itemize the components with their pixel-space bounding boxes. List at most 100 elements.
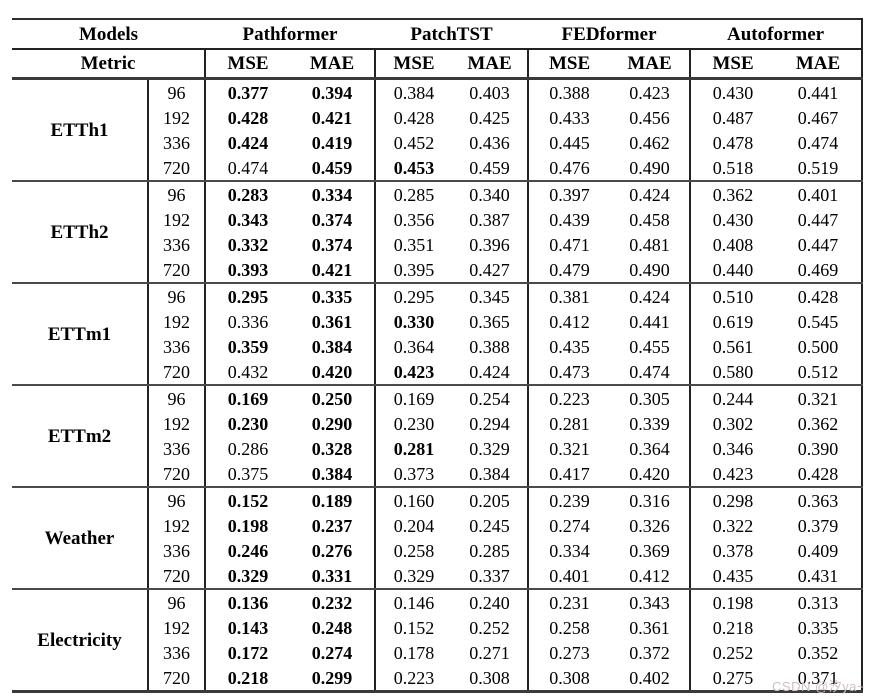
value-cell: 0.458 [629, 209, 670, 230]
value-cell: 0.313 [775, 589, 864, 615]
value-cell: 0.223 [527, 385, 611, 411]
value-cell: 0.619 [689, 309, 776, 334]
value-cell: 0.334 [527, 538, 611, 563]
header-metric-row: Metric MSE MAE MSE MAE MSE MAE MSE MAE [12, 49, 864, 80]
value-cell: 0.424 [452, 359, 529, 386]
value-cell: 0.244 [689, 385, 776, 411]
value-cell: 0.455 [629, 336, 670, 357]
value-cell: 0.365 [469, 311, 510, 332]
horizon-cell: 96 [146, 78, 206, 105]
value-cell: 0.362 [689, 181, 776, 207]
value-cell: 0.462 [629, 132, 670, 153]
table-row: ETTm1 96 0.295 0.335 0.295 0.345 0.381 0.424 0.5… [12, 283, 864, 386]
value-cell: 0.397 [527, 181, 611, 207]
value-cell: 0.239 [527, 487, 611, 513]
value-cell: 0.384 [311, 336, 353, 357]
value-cell: 0.490 [610, 155, 691, 182]
value-cell: 0.298 [689, 487, 776, 513]
metric-column-mse: MSE [527, 49, 611, 80]
model-column-pathformer: Pathformer [205, 19, 376, 50]
value-cell: 0.329 [469, 438, 510, 459]
horizon-cell: 720 [146, 665, 206, 693]
value-cell: 0.519 [775, 155, 864, 182]
metric-column-mae: MAE [610, 49, 691, 80]
metric-column-mae: MAE [775, 49, 864, 80]
value-cell: 0.332 [204, 232, 291, 257]
value-cell: 0.424 [629, 286, 670, 307]
value-cell: 0.421 [290, 257, 376, 284]
value-cell: 0.518 [689, 155, 776, 182]
value-cell: 0.381 [527, 283, 611, 309]
value-cell: 0.369 [629, 540, 670, 561]
value-cell: 0.424 [629, 184, 670, 205]
metric-column-mse: MSE [374, 49, 453, 80]
value-cell: 0.335 [775, 615, 864, 640]
table-row: 336 0.332 0.374 0.351 0.396 0.471 0.481 0.408 0.… [12, 232, 864, 257]
value-cell: 0.435 [689, 563, 776, 590]
value-cell: 0.295 [374, 283, 453, 309]
value-cell: 0.393 [204, 257, 291, 284]
value-cell: 0.487 [689, 105, 776, 130]
benchmark-results-table: Models Pathformer PatchTST FEDformer Autofo… [12, 18, 864, 693]
table-row: 720 0.218 0.299 0.223 0.308 0.308 0.402 0.275 0.… [12, 665, 864, 693]
value-cell: 0.232 [311, 592, 353, 613]
value-cell: 0.447 [775, 207, 864, 232]
value-cell: 0.252 [689, 640, 776, 665]
value-cell: 0.379 [775, 513, 864, 538]
value-cell: 0.459 [290, 155, 376, 182]
value-cell: 0.352 [775, 640, 864, 665]
value-cell: 0.476 [527, 155, 611, 182]
value-cell: 0.435 [527, 334, 611, 359]
value-cell: 0.326 [629, 515, 670, 536]
value-cell: 0.430 [689, 78, 776, 105]
value-cell: 0.248 [311, 617, 353, 638]
value-cell: 0.321 [775, 385, 864, 411]
value-cell: 0.308 [527, 665, 611, 693]
value-cell: 0.335 [311, 286, 353, 307]
value-cell: 0.361 [629, 617, 670, 638]
value-cell: 0.198 [689, 589, 776, 615]
value-cell: 0.328 [311, 438, 353, 459]
models-header-label: Models [12, 19, 206, 50]
value-cell: 0.356 [374, 207, 453, 232]
value-cell: 0.294 [469, 413, 510, 434]
value-cell: 0.428 [775, 283, 864, 309]
table-row: 720 0.432 0.420 0.423 0.424 0.473 0.474 0.580 0.… [12, 359, 864, 386]
value-cell: 0.351 [374, 232, 453, 257]
value-cell: 0.424 [204, 130, 291, 155]
model-column-autoformer: Autoformer [690, 19, 864, 50]
horizon-cell: 336 [146, 640, 206, 665]
table-row: ETTh1 96 0.377 0.394 0.384 0.403 0.388 0.423 0.4… [12, 78, 864, 182]
table-row: 336 0.246 0.276 0.258 0.285 0.334 0.369 0.378 0.… [12, 538, 864, 563]
value-cell: 0.479 [527, 257, 611, 284]
value-cell: 0.274 [311, 642, 353, 663]
value-cell: 0.452 [374, 130, 453, 155]
table-row: ETTh2 96 0.283 0.334 0.285 0.340 0.397 0.424 0.3… [12, 181, 864, 284]
model-column-patchtst: PatchTST [375, 19, 529, 50]
value-cell: 0.337 [452, 563, 529, 590]
value-cell: 0.481 [629, 234, 670, 255]
horizon-cell: 192 [146, 411, 206, 436]
value-cell: 0.377 [204, 78, 291, 105]
table-row: 192 0.428 0.421 0.428 0.425 0.433 0.456 0.487 0.… [12, 105, 864, 130]
value-cell: 0.143 [204, 615, 291, 640]
value-cell: 0.394 [311, 82, 353, 103]
value-cell: 0.223 [374, 665, 453, 693]
value-cell: 0.384 [290, 461, 376, 488]
value-cell: 0.420 [290, 359, 376, 386]
value-cell: 0.330 [374, 309, 453, 334]
horizon-cell: 96 [146, 385, 206, 411]
value-cell: 0.371 [775, 665, 864, 693]
value-cell: 0.322 [689, 513, 776, 538]
value-cell: 0.273 [527, 640, 611, 665]
value-cell: 0.308 [452, 665, 529, 693]
value-cell: 0.423 [374, 359, 453, 386]
value-cell: 0.334 [311, 184, 353, 205]
metric-column-mae: MAE [452, 49, 529, 80]
value-cell: 0.362 [775, 411, 864, 436]
value-cell: 0.427 [452, 257, 529, 284]
value-cell: 0.432 [204, 359, 291, 386]
value-cell: 0.375 [204, 461, 291, 488]
horizon-cell: 336 [146, 130, 206, 155]
table-row: 336 0.359 0.384 0.364 0.388 0.435 0.455 0.561 0.… [12, 334, 864, 359]
